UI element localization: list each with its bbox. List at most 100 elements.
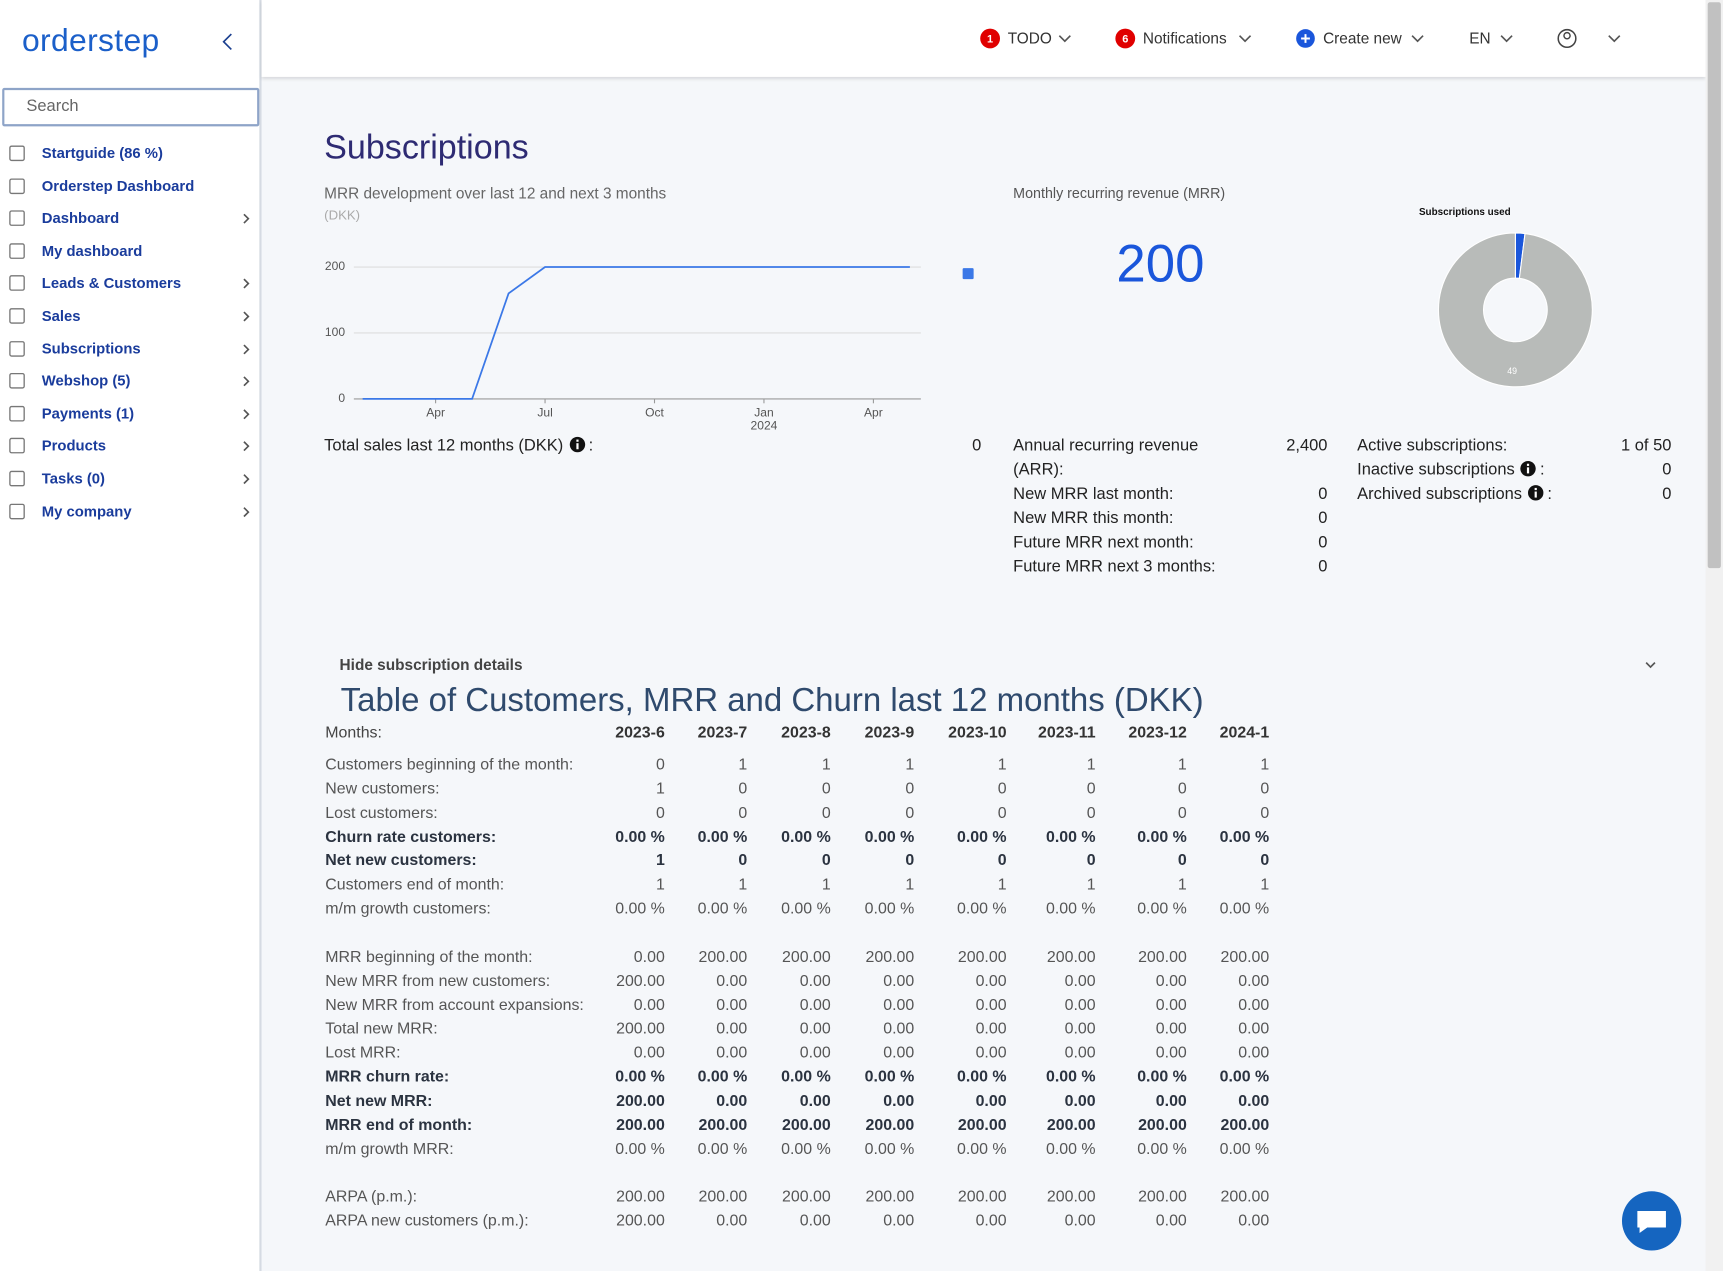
table-cell: 200.00 — [865, 1188, 915, 1207]
nav-item[interactable]: Tasks (0) — [41, 470, 105, 487]
nav-item[interactable]: Dashboard — [41, 209, 120, 227]
notifications-button[interactable]: Notifications — [1142, 29, 1227, 47]
nav-item[interactable]: Leads & Customers — [41, 274, 182, 292]
table-cell: 0.00 — [1238, 972, 1270, 991]
table-cell: 0 — [821, 780, 831, 798]
table-cell: 0.00 — [716, 1044, 748, 1063]
nav-item[interactable]: Payments (1) — [41, 405, 135, 422]
table-cell: 0.00 % — [1045, 1140, 1096, 1159]
table-row-label: Churn rate customers: — [325, 828, 497, 846]
chat-button[interactable] — [1621, 1191, 1682, 1251]
table-cell: 0.00 — [1155, 1092, 1187, 1111]
scrollbar-thumb[interactable] — [1707, 2, 1721, 569]
table-cell: 0.00 % — [1219, 900, 1270, 919]
nav-item[interactable]: My dashboard — [41, 242, 143, 260]
nav-item[interactable]: Sales — [41, 307, 81, 325]
table-row-label: Customers beginning of the month: — [325, 756, 574, 774]
table-cell: 0 — [1086, 780, 1096, 798]
stat-value: 0 — [1662, 460, 1672, 480]
table-cell: 200.00 — [782, 1188, 831, 1207]
table-cell: 0 — [655, 804, 665, 822]
pie-slice — [1437, 232, 1593, 388]
table-cell: 200.00 — [698, 948, 748, 967]
nav-item[interactable]: Startguide (86 %) — [41, 144, 163, 162]
table-cell: 0.00 — [883, 972, 915, 991]
chart-title: MRR development over last 12 and next 3 … — [324, 184, 667, 202]
table-cell: 0.00 % — [864, 1068, 915, 1087]
table-cell: 0.00 — [1238, 1020, 1270, 1039]
label-text: Inactive subscriptions — [1357, 460, 1515, 480]
label-text: Archived subscriptions — [1357, 484, 1523, 504]
info-icon[interactable] — [569, 436, 585, 453]
table-cell: 0 — [997, 804, 1007, 822]
table-cell: 0.00 — [1064, 1020, 1096, 1039]
x-tick-label: Jul — [537, 405, 552, 419]
nav-item[interactable]: Subscriptions — [41, 340, 141, 358]
y-tick-label: 0 — [338, 391, 345, 405]
stat-value: 0 — [1662, 484, 1672, 504]
chat-icon — [1637, 1210, 1666, 1233]
table-cell: 0.00 % — [697, 900, 748, 919]
nav-item[interactable]: My company — [41, 503, 132, 520]
table-column-header: 2023-12 — [1128, 724, 1187, 743]
table-cell: 200.00 — [957, 1188, 1007, 1207]
table-cell: 0.00 — [883, 996, 915, 1015]
table-cell: 0.00 % — [1219, 1068, 1270, 1087]
mrr-label: Monthly recurring revenue (MRR) — [1013, 184, 1226, 202]
logo: orderstep — [21, 23, 160, 59]
table-cell: 0.00 — [1238, 1212, 1270, 1231]
table-cell: 0.00 — [1064, 996, 1096, 1015]
info-icon[interactable] — [1528, 485, 1544, 501]
table-column-header: 2023-10 — [948, 724, 1007, 743]
table-row-label: New customers: — [325, 780, 440, 798]
table-column-header: 2023-7 — [697, 724, 748, 743]
details-toggle[interactable]: Hide subscription details — [339, 655, 523, 674]
table-cell: 1 — [655, 852, 665, 870]
nav-item[interactable]: Products — [41, 437, 107, 454]
table-cell: 0.00 — [883, 1212, 915, 1231]
table-cell: 1 — [655, 780, 665, 798]
label-suffix: : — [588, 436, 594, 455]
table-cell: 0.00 — [1238, 1092, 1270, 1111]
table-cell: 200.00 — [616, 1020, 665, 1039]
table-cell: 0 — [905, 852, 915, 870]
info-dot — [1534, 487, 1537, 491]
create-new-button[interactable]: Create new — [1323, 29, 1402, 47]
table-cell: 0.00 — [1155, 1020, 1187, 1039]
table-row-label: ARPA new customers (p.m.): — [325, 1212, 529, 1231]
table-cell: 0.00 % — [697, 1068, 748, 1087]
table-cell: 0.00 — [1064, 1212, 1096, 1231]
table-cell: 1 — [738, 876, 748, 895]
table-cell: 0.00 — [716, 996, 748, 1015]
table-cell: 0.00 % — [1219, 828, 1270, 846]
table-row-label: Customers end of month: — [325, 876, 505, 895]
search-box[interactable] — [2, 87, 260, 127]
table-cell: 200.00 — [698, 1116, 748, 1135]
table-cell: 0.00 — [883, 1044, 915, 1063]
table-cell: 0.00 % — [1045, 828, 1096, 846]
nav-item[interactable]: Webshop (5) — [41, 372, 131, 389]
stat-value: 1 of 50 — [1621, 436, 1672, 455]
table-cell: 0.00 % — [781, 900, 831, 919]
language-button[interactable]: EN — [1469, 29, 1491, 47]
table-row-label: Lost MRR: — [325, 1044, 401, 1063]
table-row-label: Total new MRR: — [325, 1020, 438, 1039]
label-suffix: : — [1547, 484, 1552, 504]
table-column-header: 2023-11 — [1037, 724, 1096, 743]
page-title: Subscriptions — [324, 127, 529, 167]
table-row-label: m/m growth MRR: — [325, 1140, 454, 1159]
table-cell: 0 — [1086, 852, 1096, 870]
table-cell: 0.00 % — [1137, 828, 1187, 846]
table-cell: 0.00 — [799, 1212, 831, 1231]
table-cell: 200.00 — [1220, 1116, 1270, 1135]
todo-button[interactable]: TODO — [1007, 29, 1052, 47]
pie-slice — [1514, 232, 1526, 279]
info-icon[interactable] — [1520, 460, 1537, 477]
table-cell: 0 — [997, 780, 1007, 798]
label-suffix: : — [1540, 460, 1545, 480]
table-cell: 200.00 — [616, 1092, 665, 1111]
nav-item[interactable]: Orderstep Dashboard — [41, 177, 195, 195]
table-cell: 200.00 — [1220, 948, 1270, 967]
x-tick-label: Apr — [864, 405, 883, 419]
table-title: Table of Customers, MRR and Churn last 1… — [340, 682, 1204, 719]
